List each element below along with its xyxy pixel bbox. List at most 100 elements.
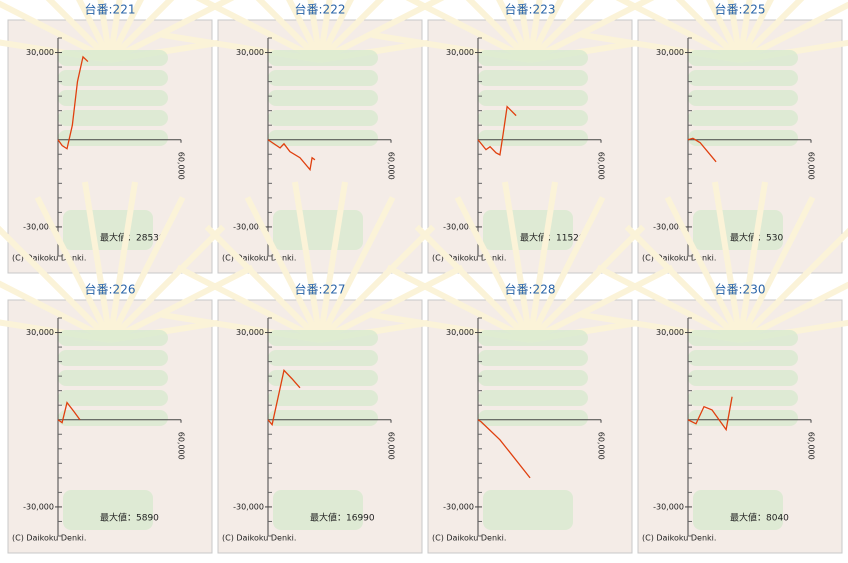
decor-ray xyxy=(465,0,533,63)
decor-shape xyxy=(268,410,378,426)
decor-ray xyxy=(737,181,768,341)
decor-shape xyxy=(688,110,798,126)
decor-ray xyxy=(107,224,226,343)
annotation: 最大値：11520 xyxy=(520,232,585,244)
decor-shape xyxy=(478,390,588,406)
chart-title: 台番:226 xyxy=(85,282,136,297)
decor-ray xyxy=(318,264,464,343)
chart-panel: 30,000 -30,000 60,000 最大値：11520 (C) Daikoku … xyxy=(371,0,689,274)
decor-ray xyxy=(528,0,655,63)
decor-ray xyxy=(527,0,543,61)
decor-shape xyxy=(688,90,798,106)
decor-shape xyxy=(483,490,573,530)
decor-ray xyxy=(317,224,436,343)
decor-ray xyxy=(496,0,533,62)
decor-shape xyxy=(63,490,153,530)
y-tick-label: -30,000 xyxy=(443,502,474,511)
decor-shape xyxy=(268,370,378,386)
decor-ray xyxy=(76,0,113,62)
y-tick-label: -30,000 xyxy=(233,222,264,231)
decor-ray xyxy=(0,225,113,343)
y-tick-label: 30,000 xyxy=(236,328,264,337)
decor-shape xyxy=(688,350,798,366)
copyright: (C) Daikoku Denki. xyxy=(222,534,296,543)
annotation: 最大値：5890 xyxy=(100,512,159,524)
decor-ray xyxy=(664,196,743,342)
chart-title: 台番:227 xyxy=(295,282,346,297)
decor-shape xyxy=(58,90,168,106)
y-tick-label: 30,000 xyxy=(446,328,474,337)
decor-shape xyxy=(58,130,168,146)
decor-ray xyxy=(675,0,743,63)
data-line xyxy=(57,55,89,150)
decor-ray xyxy=(204,224,323,343)
x-tick-label: 60,000 xyxy=(807,432,816,460)
decor-ray xyxy=(738,281,848,343)
copyright: (C) Daikoku Denki. xyxy=(432,534,506,543)
x-tick-label: 60,000 xyxy=(807,152,816,180)
decor-ray xyxy=(317,0,354,62)
annotation: 最大値：28530 xyxy=(100,232,165,244)
decor-ray xyxy=(107,0,144,62)
x-tick-label: 60,000 xyxy=(177,152,186,180)
decor-ray xyxy=(405,0,532,63)
data-line xyxy=(687,137,717,163)
data-line xyxy=(267,368,301,427)
decor-shape xyxy=(688,50,798,66)
decor-shape xyxy=(688,410,798,426)
y-tick-label: 30,000 xyxy=(446,48,474,57)
decor-ray xyxy=(255,0,323,63)
decor-ray xyxy=(737,0,805,63)
decor-shape xyxy=(268,90,378,106)
decor-shape xyxy=(273,490,363,530)
decor-shape xyxy=(478,370,588,386)
copyright: (C) Daikoku Denki. xyxy=(642,254,716,263)
decor-ray xyxy=(317,0,385,63)
data-line xyxy=(267,139,316,172)
chart-panel: 30,000 -30,000 60,000 最大値：5890 (C) Daikoku D… xyxy=(0,181,269,554)
decor-shape xyxy=(268,110,378,126)
decor-shape xyxy=(693,490,783,530)
y-tick-label: -30,000 xyxy=(23,222,54,231)
decor-ray xyxy=(307,0,323,61)
copyright: (C) Daikoku Denki. xyxy=(642,534,716,543)
decor-ray xyxy=(527,0,564,62)
decor-shape xyxy=(688,130,798,146)
y-tick-label: 30,000 xyxy=(656,48,684,57)
decor-shape xyxy=(693,210,783,250)
decor-ray xyxy=(517,0,533,61)
decor-ray xyxy=(0,280,112,343)
chart-title: 台番:225 xyxy=(715,2,766,17)
decor-shape xyxy=(58,330,168,346)
decor-shape xyxy=(268,130,378,146)
annotation: 最大値：8040 xyxy=(730,512,789,524)
annotation: 最大値：16990 xyxy=(310,512,375,524)
copyright: (C) Daikoku Denki. xyxy=(12,254,86,263)
chart-panel: 30,000 -30,000 60,000 最大値：16990 (C) Daikoku … xyxy=(161,181,479,554)
copyright: (C) Daikoku Denki. xyxy=(222,254,296,263)
y-tick-label: -30,000 xyxy=(23,502,54,511)
decor-shape xyxy=(58,50,168,66)
decor-shape xyxy=(268,50,378,66)
decor-shape xyxy=(478,410,588,426)
chart-panel: 30,000 -30,000 60,000 (C) Daikoku Denki. xyxy=(371,181,689,554)
decor-shape xyxy=(478,90,588,106)
decor-shape xyxy=(268,350,378,366)
decor-ray xyxy=(624,224,743,343)
decor-ray xyxy=(97,0,113,61)
decor-shape xyxy=(268,330,378,346)
decor-shape xyxy=(58,370,168,386)
decor-ray xyxy=(737,0,774,62)
decor-ray xyxy=(414,224,533,343)
decor-ray xyxy=(386,264,532,343)
y-tick-label: -30,000 xyxy=(653,222,684,231)
decor-ray xyxy=(527,196,606,342)
decor-ray xyxy=(292,181,323,341)
x-tick-label: 60,000 xyxy=(387,152,396,180)
data-line xyxy=(477,105,517,156)
decor-shape xyxy=(478,330,588,346)
decor-shape xyxy=(58,110,168,126)
decor-shape xyxy=(58,410,168,426)
decor-ray xyxy=(596,264,742,343)
